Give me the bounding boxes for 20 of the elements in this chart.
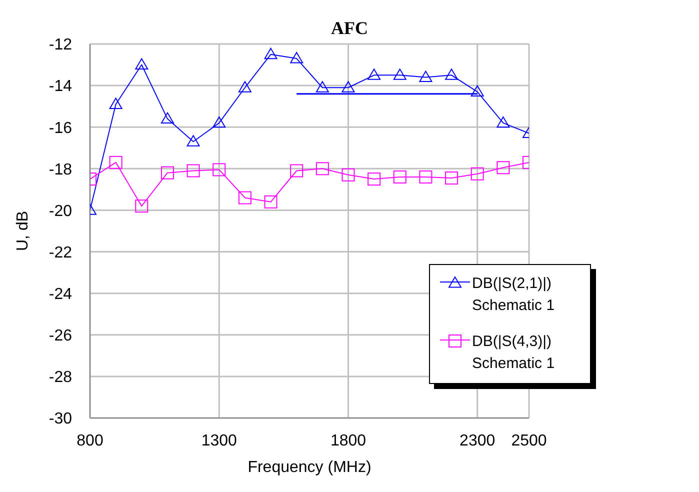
chart-title: AFC xyxy=(331,18,368,38)
y-tick-label: -18 xyxy=(48,161,72,178)
y-tick-label: -14 xyxy=(48,78,72,96)
y-tick-label: -12 xyxy=(48,36,72,54)
legend-label: DB(|S(2,1)|) Schematic 1 xyxy=(472,274,556,316)
legend-label: DB(|S(4,3)|) Schematic 1 xyxy=(472,332,556,374)
x-tick-label: 800 xyxy=(76,432,104,450)
x-tick-label: 1300 xyxy=(201,432,238,450)
y-tick-label: -28 xyxy=(48,369,72,386)
x-tick-label: 1800 xyxy=(330,432,366,450)
y-tick-label: -22 xyxy=(48,244,72,262)
x-axis-title: Frequency (MHz) xyxy=(248,459,372,476)
y-tick-label: -26 xyxy=(48,328,72,345)
y-axis-title: U, dB xyxy=(14,210,32,252)
y-tick-label: -30 xyxy=(48,410,72,428)
x-tick-label: 2300 xyxy=(460,432,496,450)
y-tick-label: -16 xyxy=(48,120,72,137)
x-tick-label: 2500 xyxy=(511,432,547,450)
y-tick-label: -24 xyxy=(48,286,72,304)
y-tick-label: -20 xyxy=(48,202,72,220)
